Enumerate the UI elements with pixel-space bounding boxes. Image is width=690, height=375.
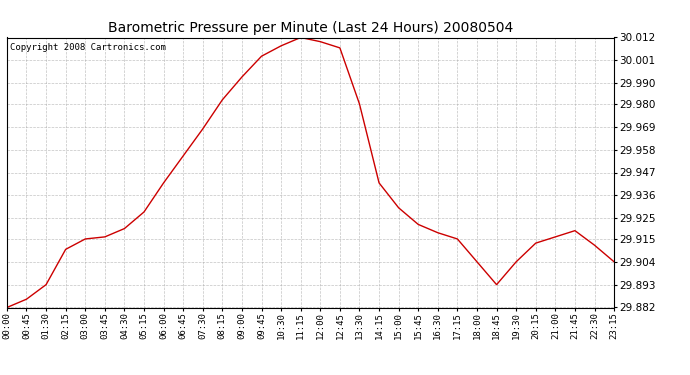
Text: Copyright 2008 Cartronics.com: Copyright 2008 Cartronics.com (10, 43, 166, 52)
Title: Barometric Pressure per Minute (Last 24 Hours) 20080504: Barometric Pressure per Minute (Last 24 … (108, 21, 513, 35)
